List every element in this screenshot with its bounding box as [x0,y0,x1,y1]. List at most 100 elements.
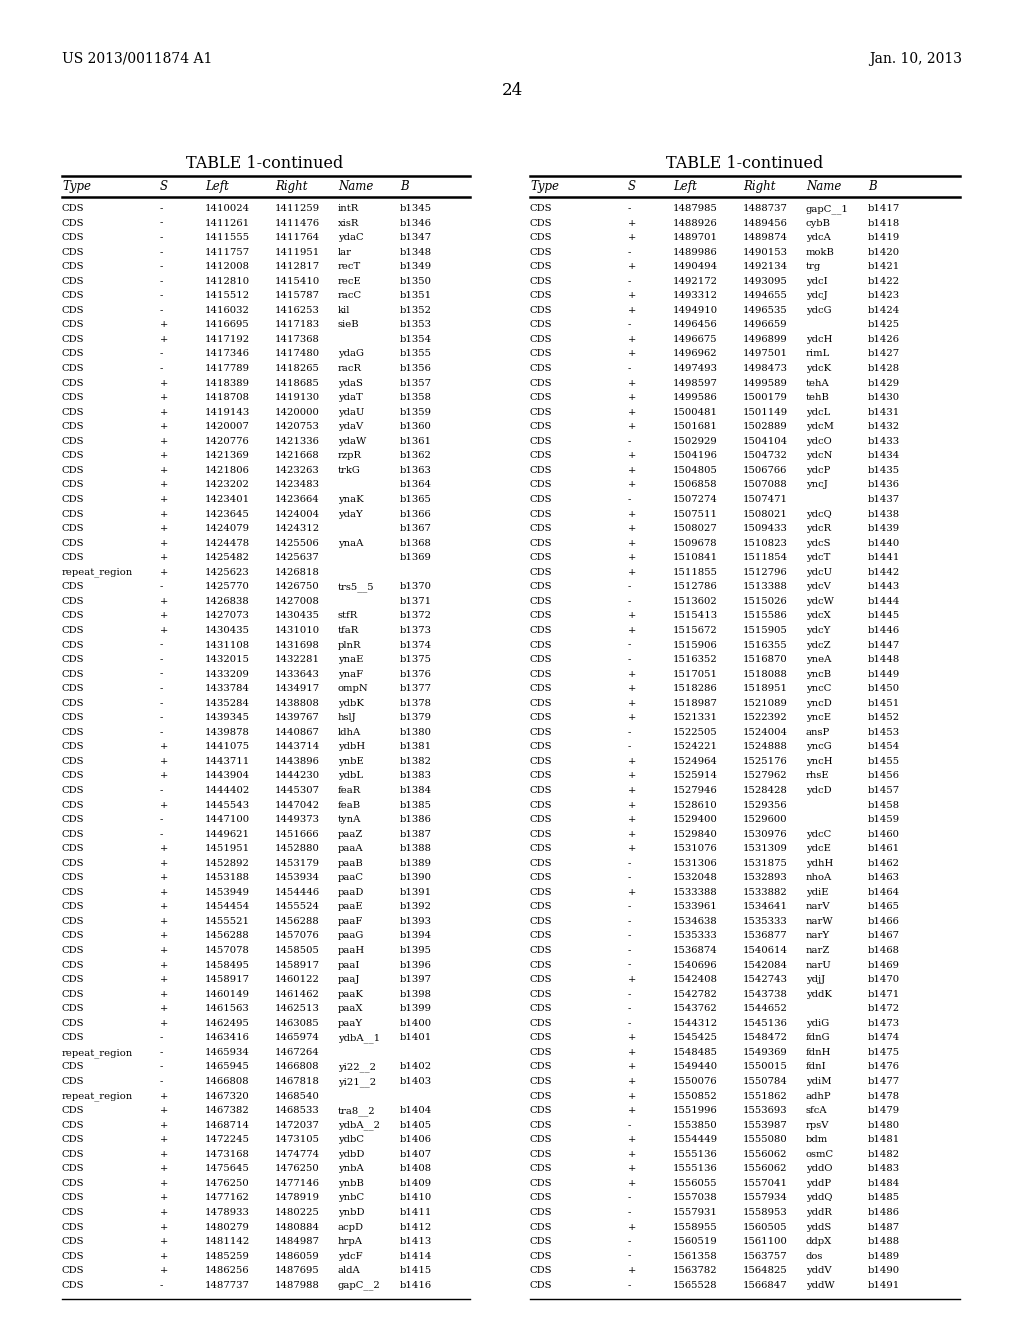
Text: 1443896: 1443896 [275,756,319,766]
Text: 1433643: 1433643 [275,669,319,678]
Text: 1460149: 1460149 [205,990,250,999]
Text: 1455521: 1455521 [205,917,250,925]
Text: 1496456: 1496456 [673,321,718,330]
Text: CDS: CDS [62,640,85,649]
Text: +: + [160,1208,168,1217]
Text: narZ: narZ [806,946,830,956]
Text: 1477146: 1477146 [275,1179,319,1188]
Text: CDS: CDS [62,946,85,956]
Text: b1427: b1427 [868,350,900,359]
Text: ydaW: ydaW [338,437,367,446]
Text: 1504196: 1504196 [673,451,718,461]
Text: CDS: CDS [530,917,553,925]
Text: ydcO: ydcO [806,437,831,446]
Text: 1528610: 1528610 [673,800,718,809]
Text: b1422: b1422 [868,277,900,285]
Text: -: - [160,350,164,359]
Text: +: + [628,568,636,577]
Text: 1550852: 1550852 [673,1092,718,1101]
Text: CDS: CDS [62,1135,85,1144]
Text: +: + [160,1179,168,1188]
Text: +: + [628,814,636,824]
Text: 1512786: 1512786 [673,582,718,591]
Text: 1524221: 1524221 [673,742,718,751]
Text: 1420007: 1420007 [205,422,250,432]
Text: 1447100: 1447100 [205,814,250,824]
Text: 1415512: 1415512 [205,292,250,300]
Text: CDS: CDS [530,480,553,490]
Text: CDS: CDS [62,1237,85,1246]
Text: b1349: b1349 [400,263,432,271]
Text: 1502929: 1502929 [673,437,718,446]
Text: rpsV: rpsV [806,1121,829,1130]
Text: US 2013/0011874 A1: US 2013/0011874 A1 [62,51,212,66]
Text: CDS: CDS [530,1063,553,1072]
Text: CDS: CDS [62,292,85,300]
Text: 1454454: 1454454 [205,903,250,911]
Text: b1364: b1364 [400,480,432,490]
Text: 1480279: 1480279 [205,1222,250,1232]
Text: CDS: CDS [530,234,553,242]
Text: +: + [628,393,636,403]
Text: yddS: yddS [806,1222,831,1232]
Text: CDS: CDS [530,451,553,461]
Text: ydaT: ydaT [338,393,362,403]
Text: 1506766: 1506766 [743,466,787,475]
Text: b1362: b1362 [400,451,432,461]
Text: ydiG: ydiG [806,1019,829,1028]
Text: CDS: CDS [62,1005,85,1014]
Text: CDS: CDS [62,859,85,867]
Text: +: + [160,961,168,970]
Text: 1416032: 1416032 [205,306,250,315]
Text: b1411: b1411 [400,1208,432,1217]
Text: +: + [628,408,636,417]
Text: b1354: b1354 [400,335,432,345]
Text: 1518088: 1518088 [743,669,787,678]
Text: b1446: b1446 [868,626,900,635]
Text: +: + [160,422,168,432]
Text: yddK: yddK [806,990,831,999]
Text: 1506858: 1506858 [673,480,718,490]
Text: 1527962: 1527962 [743,771,787,780]
Text: ynbC: ynbC [338,1193,365,1203]
Text: CDS: CDS [62,1266,85,1275]
Text: b1442: b1442 [868,568,900,577]
Text: CDS: CDS [530,568,553,577]
Text: +: + [160,335,168,345]
Text: 1468533: 1468533 [275,1106,319,1115]
Text: ynbE: ynbE [338,756,364,766]
Text: yncC: yncC [806,684,831,693]
Text: +: + [628,626,636,635]
Text: +: + [160,756,168,766]
Text: CDS: CDS [62,1121,85,1130]
Text: 1489986: 1489986 [673,248,718,256]
Text: 1499589: 1499589 [743,379,787,388]
Text: CDS: CDS [530,466,553,475]
Text: 1530976: 1530976 [743,830,787,838]
Text: narW: narW [806,917,834,925]
Text: b1432: b1432 [868,422,900,432]
Text: 1542782: 1542782 [673,990,718,999]
Text: CDS: CDS [62,1077,85,1086]
Text: 1461462: 1461462 [275,990,319,999]
Text: CDS: CDS [530,1135,553,1144]
Text: 1540614: 1540614 [743,946,788,956]
Text: 1507511: 1507511 [673,510,718,519]
Text: 1473168: 1473168 [205,1150,250,1159]
Text: 1411259: 1411259 [275,205,321,213]
Text: yddV: yddV [806,1266,831,1275]
Text: CDS: CDS [530,814,553,824]
Text: 1487695: 1487695 [275,1266,319,1275]
Text: +: + [160,393,168,403]
Text: +: + [628,1077,636,1086]
Text: b1458: b1458 [868,800,900,809]
Text: gapC__1: gapC__1 [806,205,849,214]
Text: b1443: b1443 [868,582,900,591]
Text: b1370: b1370 [400,582,432,591]
Text: CDS: CDS [530,975,553,985]
Text: b1405: b1405 [400,1121,432,1130]
Text: 1453179: 1453179 [275,859,319,867]
Text: 1417346: 1417346 [205,350,250,359]
Text: 1535333: 1535333 [673,932,718,940]
Text: CDS: CDS [530,553,553,562]
